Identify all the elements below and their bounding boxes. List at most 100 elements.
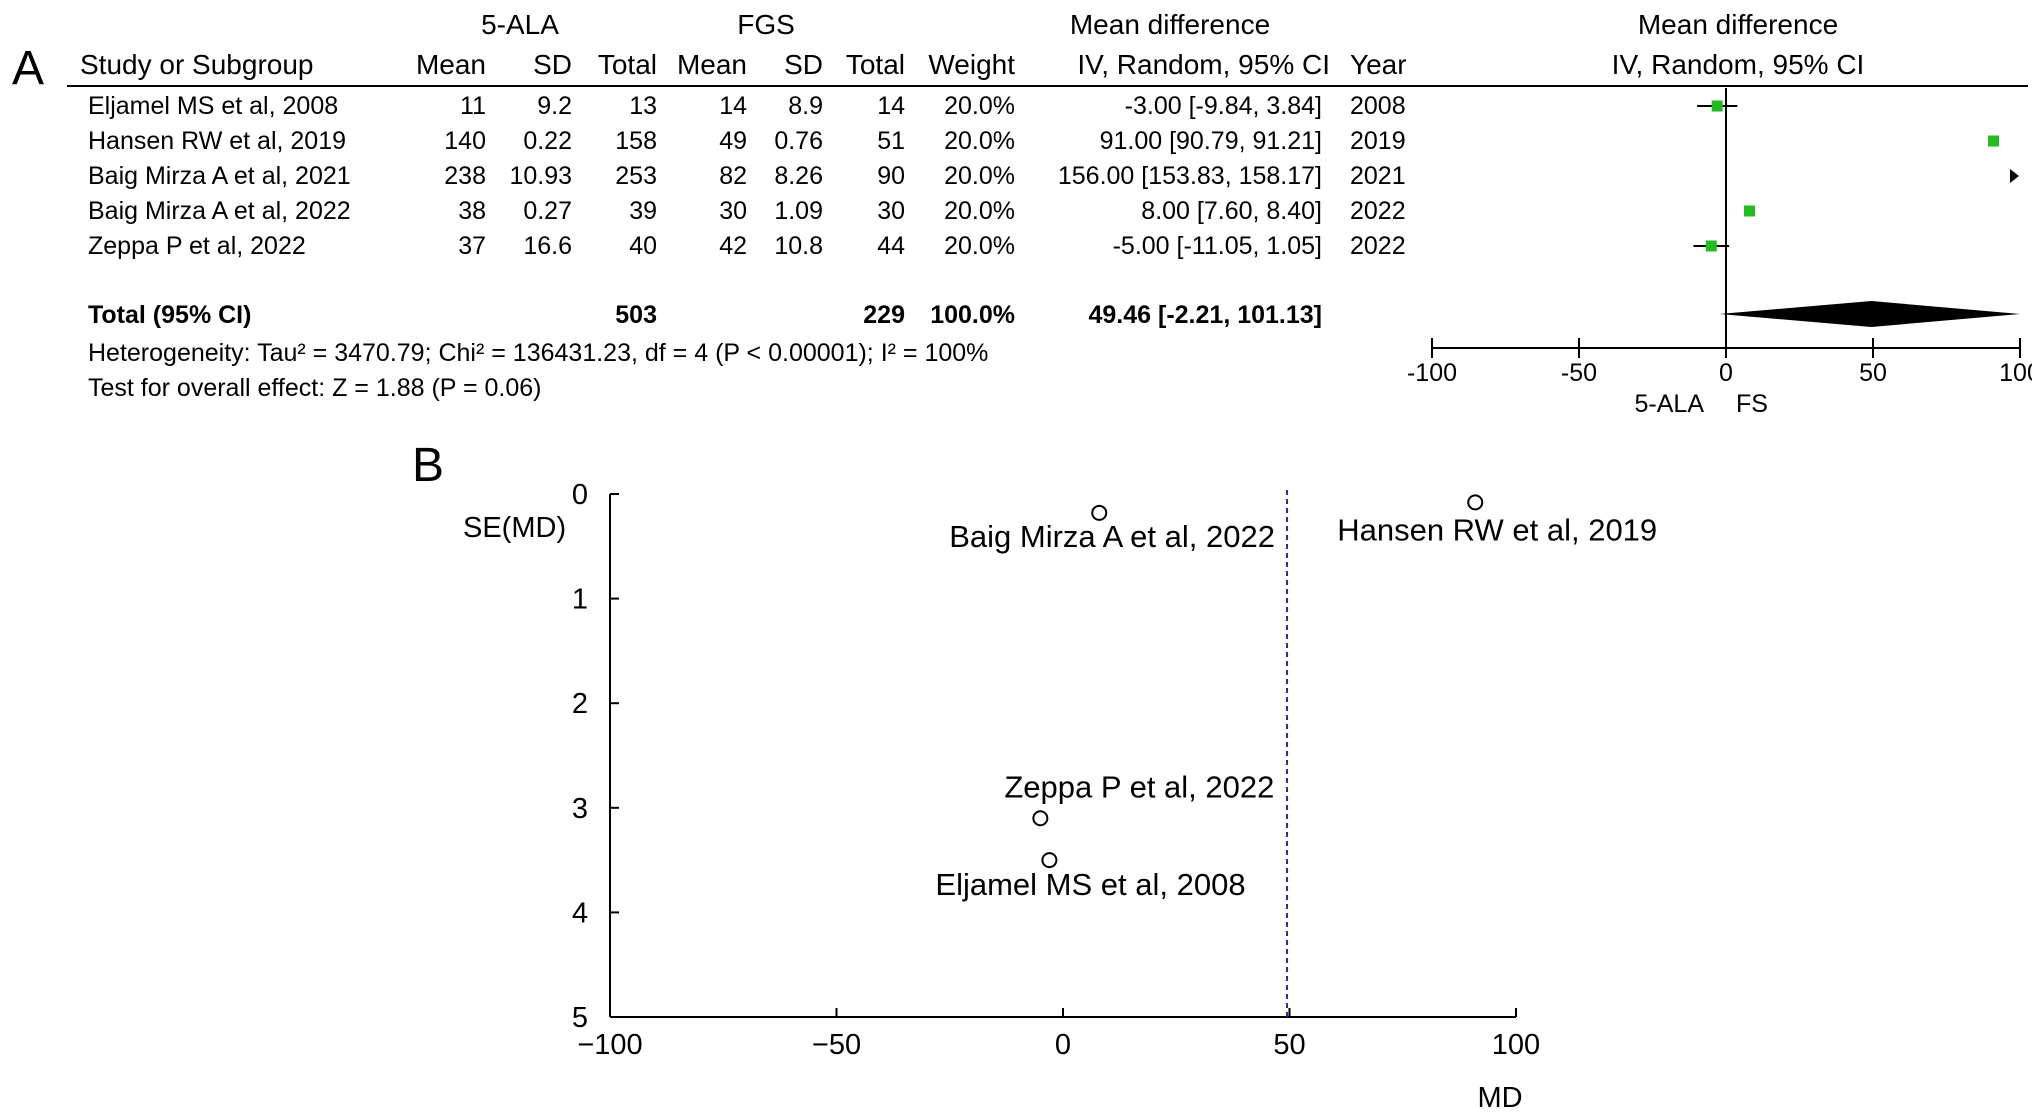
- year-cell: 2022: [1350, 232, 1406, 260]
- mean2-column-header: Mean: [677, 49, 747, 80]
- ci-cell: 8.00 [7.60, 8.40]: [1141, 197, 1322, 225]
- mean2-cell: 42: [719, 232, 747, 260]
- study-row: Zeppa P et al, 2022 37 16.6 40 42 10.8 44 20.0%…: [88, 232, 1406, 260]
- total1-cell: 13: [629, 92, 657, 120]
- ci-cell: -5.00 [-11.05, 1.05]: [1113, 232, 1322, 260]
- study-name: Zeppa P et al, 2022: [88, 232, 306, 260]
- total-row-label: Total (95% CI): [88, 301, 251, 329]
- weight-column-header: Weight: [928, 49, 1015, 80]
- mean1-column-header: Mean: [416, 49, 486, 80]
- mean1-cell: 140: [444, 127, 486, 155]
- funnel-y-tick-label: 3: [572, 793, 588, 825]
- total2-column-header: Total: [846, 49, 905, 80]
- funnel-x-tick-label: 0: [1055, 1029, 1071, 1061]
- sd1-column-header: SD: [533, 49, 572, 80]
- total1-cell: 39: [629, 197, 657, 225]
- funnel-x-axis-label: MD: [1477, 1082, 1522, 1114]
- group1-header: 5-ALA: [481, 9, 559, 40]
- effect-marker: [1988, 135, 2000, 147]
- forest-x-tick-label: 100: [1999, 359, 2032, 387]
- year-cell: 2008: [1350, 92, 1406, 120]
- study-point-label: Eljamel MS et al, 2008: [935, 867, 1245, 902]
- total-row-weight: 100.0%: [930, 301, 1015, 329]
- forest-plot-panel: A 5-ALA FGS Mean difference Mean differe…: [12, 9, 2032, 418]
- mean1-cell: 238: [444, 162, 486, 190]
- study-row: Baig Mirza A et al, 2022 38 0.27 39 30 1.09 30…: [88, 197, 1406, 225]
- study-point-label: Baig Mirza A et al, 2022: [949, 519, 1275, 554]
- study-row: Hansen RW et al, 2019 140 0.22 158 49 0.76 51 2…: [88, 127, 1406, 155]
- offscale-arrow: [2010, 169, 2019, 183]
- funnel-y-tick-label: 4: [572, 897, 588, 929]
- ci-cell: 91.00 [90.79, 91.21]: [1100, 127, 1322, 155]
- funnel-x-tick-label: 50: [1273, 1029, 1305, 1061]
- weight-cell: 20.0%: [944, 232, 1015, 260]
- study-row: Baig Mirza A et al, 2021 238 10.93 253 82 8.2…: [88, 162, 1406, 190]
- year-column-header: Year: [1350, 49, 1407, 80]
- weight-cell: 20.0%: [944, 127, 1015, 155]
- total2-cell: 30: [877, 197, 905, 225]
- funnel-y-tick-label: 1: [572, 584, 588, 616]
- mean1-cell: 37: [458, 232, 486, 260]
- sd1-cell: 9.2: [537, 92, 572, 120]
- funnel-x-tick-label: −50: [812, 1029, 861, 1061]
- funnel-y-tick-label: 2: [572, 688, 588, 720]
- funnel-x-tick-label: 100: [1492, 1029, 1540, 1061]
- mean2-cell: 49: [719, 127, 747, 155]
- study-point-label: Hansen RW et al, 2019: [1337, 512, 1657, 547]
- study-point: [1032, 810, 1049, 827]
- plot-title-header: Mean difference: [1638, 9, 1838, 40]
- total2-cell: 14: [877, 92, 905, 120]
- pooled-effect-diamond: [1719, 301, 2020, 327]
- favours-left-label: 5-ALA: [1635, 390, 1705, 418]
- total-row-n2: 229: [863, 301, 905, 329]
- sd2-cell: 1.09: [774, 197, 823, 225]
- sd1-cell: 0.22: [523, 127, 572, 155]
- weight-cell: 20.0%: [944, 162, 1015, 190]
- forest-x-tick-label: -50: [1561, 359, 1597, 387]
- study-point: [1041, 852, 1058, 869]
- total2-cell: 44: [877, 232, 905, 260]
- forest-x-tick-label: 50: [1859, 359, 1887, 387]
- effect-marker: [1705, 240, 1717, 252]
- sd1-cell: 10.93: [509, 162, 572, 190]
- study-name: Hansen RW et al, 2019: [88, 127, 346, 155]
- study-name: Eljamel MS et al, 2008: [88, 92, 338, 120]
- overall-effect-note: Test for overall effect: Z = 1.88 (P = 0…: [88, 374, 541, 402]
- mean1-cell: 38: [458, 197, 486, 225]
- study-point: [1467, 494, 1484, 511]
- study-name: Baig Mirza A et al, 2022: [88, 197, 351, 225]
- ci-cell: 156.00 [153.83, 158.17]: [1058, 162, 1322, 190]
- panel-a-letter: A: [12, 42, 44, 95]
- effect-marker: [1744, 205, 1756, 217]
- plot-method-header: IV, Random, 95% CI: [1612, 49, 1865, 80]
- funnel-y-tick-label: 0: [572, 479, 588, 511]
- total1-cell: 158: [615, 127, 657, 155]
- weight-cell: 20.0%: [944, 92, 1015, 120]
- total2-cell: 90: [877, 162, 905, 190]
- group2-header: FGS: [737, 9, 795, 40]
- total1-cell: 253: [615, 162, 657, 190]
- funnel-plot-graphic: 0 1 2 3 4 5−100 −50 0 50 100 Baig Mirza A et al, 2…: [572, 479, 1657, 1061]
- mean1-cell: 11: [460, 92, 486, 120]
- panel-b-letter: B: [412, 439, 444, 492]
- mean2-cell: 14: [719, 92, 747, 120]
- funnel-x-tick-label: −100: [577, 1029, 642, 1061]
- favours-right-label: FS: [1736, 390, 1768, 418]
- mean2-cell: 30: [719, 197, 747, 225]
- funnel-y-axis-label: SE(MD): [463, 512, 566, 544]
- sd1-cell: 16.6: [523, 232, 572, 260]
- total1-cell: 40: [629, 232, 657, 260]
- sd2-cell: 10.8: [774, 232, 823, 260]
- total1-column-header: Total: [598, 49, 657, 80]
- effect-marker: [1711, 100, 1723, 112]
- sd2-cell: 8.9: [788, 92, 823, 120]
- sd2-cell: 0.76: [774, 127, 823, 155]
- year-cell: 2022: [1350, 197, 1406, 225]
- total2-cell: 51: [877, 127, 905, 155]
- forest-x-tick-label: -100: [1407, 359, 1457, 387]
- total-row-n1: 503: [615, 301, 657, 329]
- sd2-cell: 8.26: [774, 162, 823, 190]
- weight-cell: 20.0%: [944, 197, 1015, 225]
- forest-plot-graphic: -100 -50 0 50 100 5-ALA FS: [1407, 88, 2032, 418]
- year-cell: 2019: [1350, 127, 1406, 155]
